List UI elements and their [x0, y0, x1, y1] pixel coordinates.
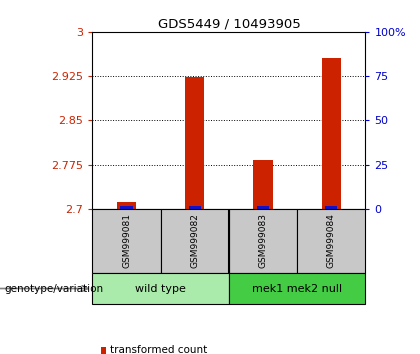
- Bar: [92, 273, 229, 304]
- Text: GSM999081: GSM999081: [122, 213, 131, 268]
- Bar: [325, 206, 337, 209]
- Bar: [322, 58, 341, 209]
- Text: genotype/variation: genotype/variation: [4, 284, 103, 293]
- Title: GDS5449 / 10493905: GDS5449 / 10493905: [158, 18, 300, 31]
- Bar: [185, 77, 205, 209]
- Bar: [257, 206, 269, 209]
- Text: GSM999083: GSM999083: [259, 213, 268, 268]
- Bar: [117, 202, 136, 209]
- Bar: [121, 206, 133, 209]
- Bar: [92, 209, 161, 273]
- Text: GSM999084: GSM999084: [327, 213, 336, 268]
- Bar: [229, 273, 365, 304]
- Bar: [297, 209, 365, 273]
- Bar: [161, 209, 229, 273]
- Bar: [229, 209, 297, 273]
- Text: transformed count: transformed count: [110, 346, 207, 354]
- Text: mek1 mek2 null: mek1 mek2 null: [252, 284, 342, 293]
- Text: GSM999082: GSM999082: [190, 213, 199, 268]
- Text: wild type: wild type: [135, 284, 186, 293]
- Bar: [254, 160, 273, 209]
- Bar: [189, 206, 201, 209]
